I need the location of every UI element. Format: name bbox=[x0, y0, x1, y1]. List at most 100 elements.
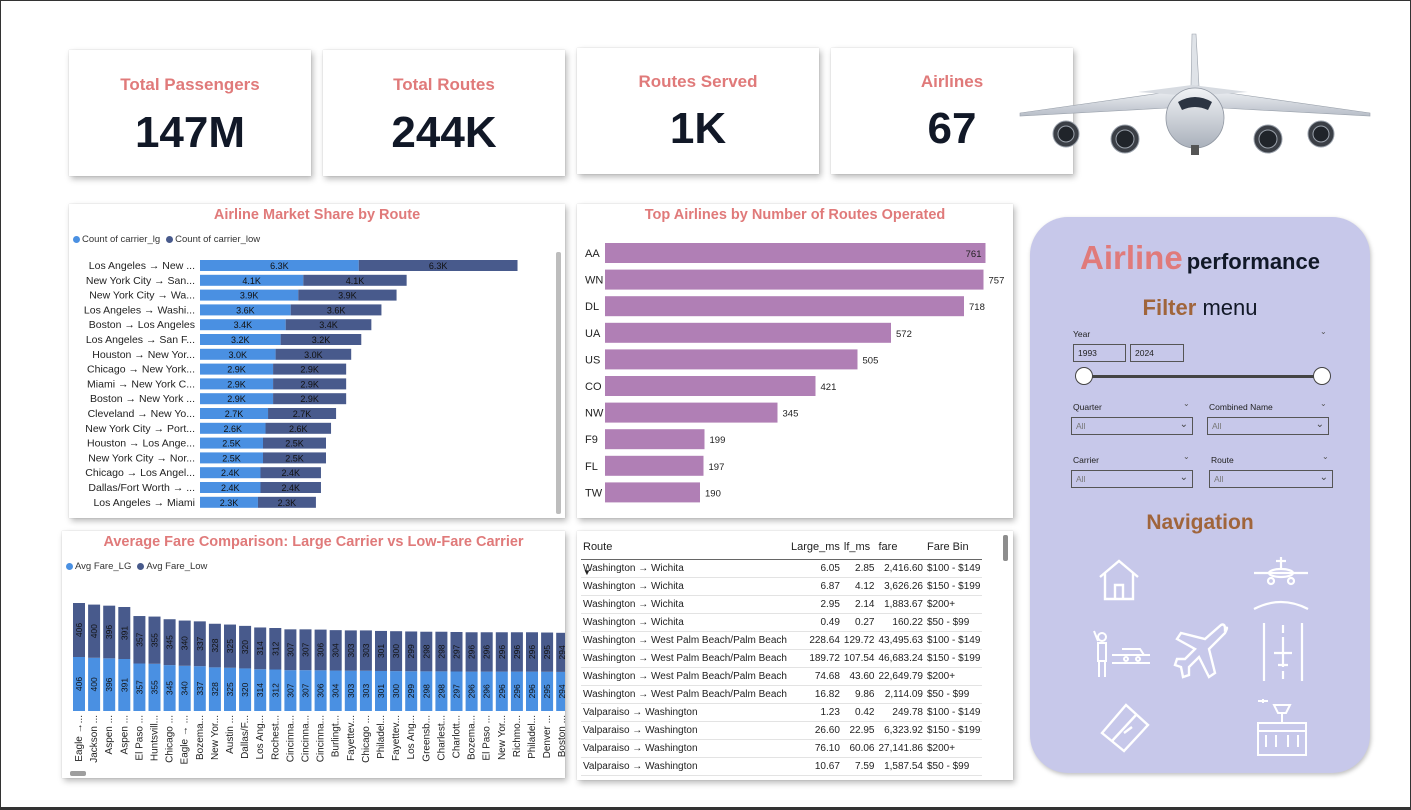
bar-fare-low[interactable] bbox=[541, 632, 554, 672]
bar-fare-lg[interactable] bbox=[103, 658, 116, 711]
bar-fare-low[interactable] bbox=[133, 616, 146, 664]
bar-carrier-low[interactable] bbox=[260, 467, 321, 479]
bar-fare-low[interactable] bbox=[208, 623, 221, 668]
bar-carrier-lg[interactable] bbox=[200, 467, 261, 479]
bar-carrier-lg[interactable] bbox=[200, 274, 304, 286]
bar-carrier-lg[interactable] bbox=[200, 408, 269, 419]
bar-carrier-low[interactable] bbox=[268, 408, 337, 419]
chevron-down-icon[interactable]: ⌄ bbox=[1320, 327, 1327, 336]
table-row[interactable]: Valparaiso → Washington 1.23 0.42 249.78 $10… bbox=[581, 703, 983, 722]
sort-down-icon[interactable]: ▼ bbox=[583, 568, 591, 577]
bar-fare-lg[interactable] bbox=[284, 670, 297, 711]
bar-fare-lg[interactable] bbox=[73, 657, 85, 711]
year-to-input[interactable]: 2024 bbox=[1130, 344, 1184, 362]
bar-fare-lg[interactable] bbox=[163, 665, 176, 711]
bar-fare-low[interactable] bbox=[314, 629, 327, 671]
table-row[interactable]: Washington → Wichita 2.95 2.14 1,883.67 $200… bbox=[581, 595, 983, 614]
bar-fare-low[interactable] bbox=[495, 632, 508, 672]
quarter-select[interactable]: All ⌄ bbox=[1071, 417, 1193, 435]
chevron-down-icon[interactable]: ⌄ bbox=[1320, 399, 1327, 408]
bar-fare-low[interactable] bbox=[299, 629, 312, 671]
column-header-lf-ms[interactable]: lf_ms bbox=[841, 537, 877, 560]
bar-fare-lg[interactable] bbox=[193, 666, 206, 711]
combined-name-select[interactable]: All ⌄ bbox=[1207, 417, 1329, 435]
bar-fare-low[interactable] bbox=[375, 630, 387, 671]
bar-fare-low[interactable] bbox=[118, 606, 131, 659]
bar-fare-lg[interactable] bbox=[254, 669, 267, 711]
bar-fare-lg[interactable] bbox=[450, 671, 463, 711]
bar-fare-lg[interactable] bbox=[344, 670, 357, 711]
bar-carrier-low[interactable] bbox=[273, 393, 347, 405]
bar-fare-lg[interactable] bbox=[480, 671, 493, 711]
column-header-fare-bin[interactable]: Fare Bin bbox=[925, 537, 983, 560]
vertical-scrollbar[interactable] bbox=[556, 252, 561, 514]
bar-routes[interactable] bbox=[605, 322, 891, 343]
bar-carrier-low[interactable] bbox=[257, 496, 316, 508]
bar-fare-low[interactable] bbox=[435, 631, 448, 672]
route-select[interactable]: All ⌄ bbox=[1209, 470, 1333, 488]
bar-fare-low[interactable] bbox=[224, 624, 236, 668]
table-row[interactable]: Washington → West Palm Beach/Palm Beach 1… bbox=[581, 685, 983, 704]
bar-carrier-lg[interactable] bbox=[200, 393, 274, 405]
chevron-down-icon[interactable]: ⌄ bbox=[1183, 399, 1190, 408]
bar-carrier-low[interactable] bbox=[303, 274, 407, 286]
runway-icon[interactable] bbox=[1260, 621, 1306, 683]
bar-fare-lg[interactable] bbox=[375, 670, 387, 711]
bar-carrier-low[interactable] bbox=[265, 422, 332, 434]
bar-fare-lg[interactable] bbox=[133, 663, 146, 711]
bar-fare-low[interactable] bbox=[480, 632, 493, 672]
chevron-down-icon[interactable]: ⌄ bbox=[1183, 452, 1190, 461]
bar-carrier-low[interactable] bbox=[298, 289, 397, 301]
bar-fare-lg[interactable] bbox=[465, 671, 478, 711]
bar-carrier-lg[interactable] bbox=[200, 260, 359, 271]
bar-fare-low[interactable] bbox=[284, 629, 297, 671]
bar-routes[interactable] bbox=[605, 243, 986, 263]
table-row[interactable]: Valparaiso → Washington 76.10 60.06 27,141.… bbox=[581, 739, 983, 758]
bar-fare-lg[interactable] bbox=[329, 670, 342, 711]
bar-fare-low[interactable] bbox=[103, 605, 116, 659]
bar-fare-low[interactable] bbox=[510, 632, 523, 672]
bar-fare-lg[interactable] bbox=[510, 671, 523, 711]
bar-fare-low[interactable] bbox=[329, 630, 342, 671]
bar-fare-low[interactable] bbox=[465, 632, 478, 672]
table-row[interactable]: Washington → Wichita 6.87 4.12 3,626.26 $150… bbox=[581, 577, 983, 596]
bar-fare-lg[interactable] bbox=[224, 667, 236, 711]
bar-carrier-low[interactable] bbox=[285, 319, 372, 331]
column-header-route[interactable]: Route bbox=[581, 537, 789, 560]
bar-fare-lg[interactable] bbox=[526, 671, 538, 711]
bar-carrier-lg[interactable] bbox=[200, 289, 299, 301]
year-slider-end-handle[interactable] bbox=[1313, 367, 1331, 385]
bar-carrier-low[interactable] bbox=[263, 452, 326, 464]
bar-fare-lg[interactable] bbox=[359, 670, 372, 711]
plane-landing-icon[interactable] bbox=[1250, 551, 1312, 611]
carrier-select[interactable]: All ⌄ bbox=[1071, 470, 1193, 488]
bar-carrier-lg[interactable] bbox=[200, 452, 263, 464]
year-from-input[interactable]: 1993 bbox=[1073, 344, 1126, 362]
bar-carrier-low[interactable] bbox=[263, 437, 326, 449]
bar-fare-lg[interactable] bbox=[495, 671, 508, 711]
bar-carrier-lg[interactable] bbox=[200, 348, 276, 360]
bar-fare-low[interactable] bbox=[405, 631, 418, 672]
bar-routes[interactable] bbox=[605, 296, 964, 317]
bar-carrier-low[interactable] bbox=[273, 378, 347, 390]
year-slider-track[interactable] bbox=[1084, 375, 1322, 378]
traveler-icon[interactable] bbox=[1088, 629, 1152, 679]
table-row[interactable]: Washington → West Palm Beach/Palm Beach 7… bbox=[581, 667, 983, 686]
bar-fare-lg[interactable] bbox=[208, 667, 221, 711]
bar-routes[interactable] bbox=[605, 482, 700, 503]
bar-fare-low[interactable] bbox=[526, 632, 538, 672]
table-row[interactable]: Washington → West Palm Beach/Palm Beach 2… bbox=[581, 631, 983, 650]
table-row[interactable]: Washington → Wichita 6.05 2.85 2,416.60 $100… bbox=[581, 559, 983, 578]
bar-fare-lg[interactable] bbox=[88, 657, 101, 711]
bar-fare-lg[interactable] bbox=[541, 671, 554, 711]
bar-fare-low[interactable] bbox=[178, 620, 191, 666]
bar-fare-low[interactable] bbox=[359, 630, 372, 671]
bar-carrier-lg[interactable] bbox=[200, 378, 274, 390]
bar-fare-low[interactable] bbox=[390, 631, 403, 672]
home-icon[interactable] bbox=[1095, 555, 1143, 603]
bar-carrier-low[interactable] bbox=[275, 348, 352, 360]
bar-carrier-low[interactable] bbox=[273, 363, 347, 375]
bar-fare-lg[interactable] bbox=[148, 663, 161, 711]
bar-fare-lg[interactable] bbox=[390, 671, 403, 711]
bar-routes[interactable] bbox=[605, 402, 778, 423]
